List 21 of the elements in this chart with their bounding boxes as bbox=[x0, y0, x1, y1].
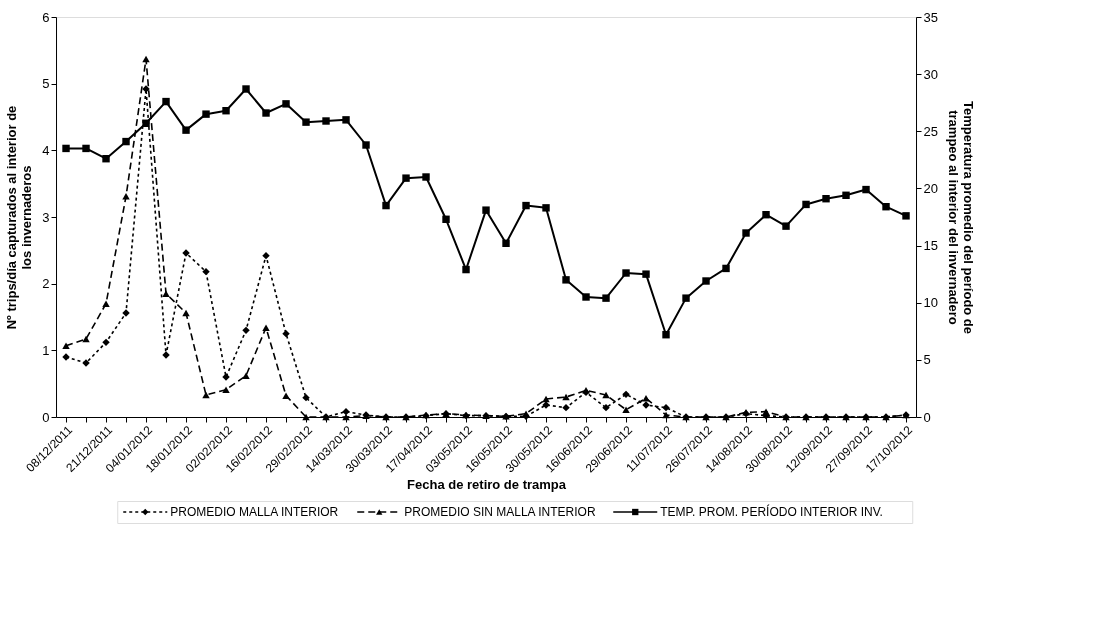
y2-axis-title: Temperatura promedio del período de trampeo al interior del invernadero bbox=[945, 100, 976, 335]
y-tick-label: 5 bbox=[42, 76, 50, 92]
y2-tick-label: 35 bbox=[923, 9, 938, 25]
y2-tick-label: 30 bbox=[923, 66, 938, 82]
y-axis-title: Nº trips/día capturados al interior de los invernaderos bbox=[4, 105, 35, 330]
y2-tick-label: 20 bbox=[923, 180, 938, 196]
legend-label: TEMP. PROM. PERÍODO INTERIOR INV. bbox=[660, 504, 883, 519]
y-tick-label: 2 bbox=[42, 276, 50, 292]
y-tick-label: 1 bbox=[42, 342, 50, 358]
x-axis-title: Fecha de retiro de trampa bbox=[407, 476, 567, 492]
y-tick-label: 4 bbox=[42, 142, 50, 158]
y2-tick-label: 0 bbox=[923, 409, 931, 425]
y2-tick-label: 15 bbox=[923, 238, 938, 254]
y2-tick-label: 10 bbox=[923, 295, 938, 311]
y2-tick-label: 25 bbox=[923, 123, 938, 139]
legend-label: PROMEDIO SIN MALLA INTERIOR bbox=[404, 505, 596, 519]
y-tick-label: 0 bbox=[42, 409, 50, 425]
y-tick-label: 3 bbox=[42, 209, 50, 225]
y-tick-label: 6 bbox=[42, 9, 50, 25]
y2-tick-label: 5 bbox=[923, 352, 931, 368]
legend-label: PROMEDIO MALLA INTERIOR bbox=[170, 505, 339, 519]
